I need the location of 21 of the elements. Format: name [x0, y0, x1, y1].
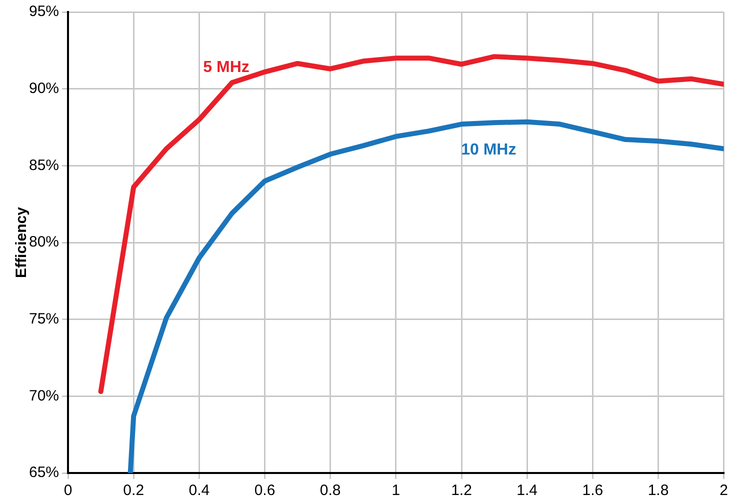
y-tick-label: 85% — [28, 156, 60, 174]
y-tick-label: 70% — [28, 387, 60, 404]
x-tick-label: 0 — [64, 482, 72, 500]
x-tick-label: 1 — [392, 482, 400, 500]
series-label: 5 MHz — [203, 58, 250, 76]
y-tick-label: 90% — [28, 80, 60, 97]
series-label: 10 MHz — [461, 141, 516, 158]
x-tick-label: 2 — [720, 482, 728, 500]
x-tick-label: 0.6 — [254, 482, 276, 500]
x-tick-label: 1.8 — [648, 482, 669, 500]
x-tick-label: 1.6 — [582, 482, 604, 500]
y-tick-label: 75% — [28, 310, 60, 328]
y-tick-label: 65% — [28, 464, 60, 482]
x-tick-label: 0.8 — [320, 482, 341, 500]
y-tick-label: 95% — [28, 3, 60, 20]
x-tick-label: 1.4 — [516, 482, 538, 500]
y-axis-title: Efficiency — [13, 206, 30, 278]
x-tick-label: 1.2 — [451, 482, 472, 500]
x-tick-label: 0.2 — [123, 482, 144, 500]
x-tick-label: 0.4 — [188, 482, 210, 500]
y-tick-label: 80% — [28, 234, 60, 251]
